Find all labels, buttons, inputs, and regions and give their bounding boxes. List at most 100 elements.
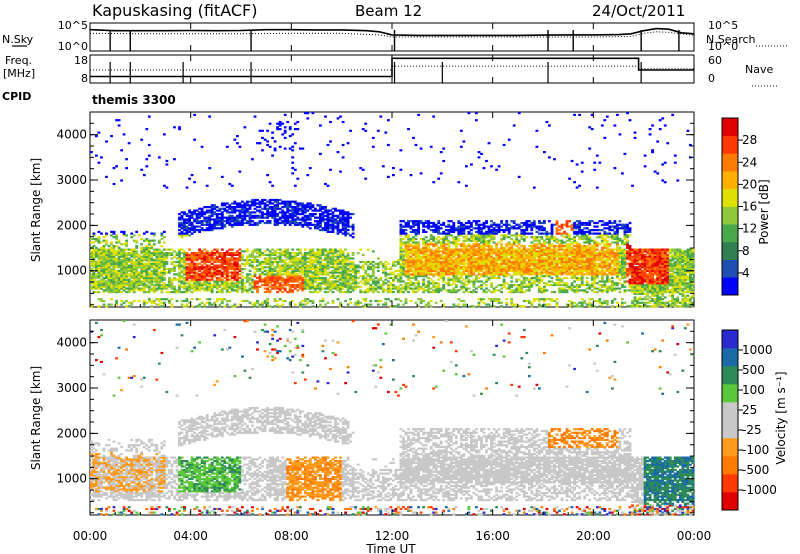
power-cell — [485, 287, 488, 290]
power-cell — [147, 273, 151, 276]
power-cell — [424, 266, 428, 269]
power-cell — [208, 220, 212, 223]
power-cell — [233, 211, 237, 214]
power-cell — [173, 268, 176, 271]
power-cell — [454, 237, 458, 241]
power-cell — [288, 202, 292, 205]
power-cell — [457, 269, 461, 272]
power-cell — [198, 268, 201, 271]
power-cell — [419, 269, 423, 272]
power-cell — [341, 253, 345, 256]
power-cell — [432, 115, 436, 118]
power-cell — [160, 284, 164, 287]
power-cell — [185, 289, 189, 292]
power-cell — [427, 260, 430, 264]
power-cell — [163, 268, 166, 271]
power-cell — [354, 284, 358, 287]
power-cell — [291, 149, 295, 152]
power-cell — [387, 262, 390, 265]
power-cell — [465, 257, 468, 260]
power-cell — [195, 275, 199, 278]
power-cell — [170, 282, 174, 285]
power-cell — [434, 268, 438, 271]
power-cell — [145, 280, 149, 283]
power-cell — [308, 262, 312, 265]
power-cell — [457, 255, 461, 258]
power-cell — [273, 260, 277, 264]
power-cell — [346, 287, 350, 290]
power-cell — [213, 221, 217, 225]
power-cell — [316, 227, 320, 230]
power-cell — [218, 255, 222, 258]
power-cell — [251, 260, 254, 264]
power-cell — [107, 245, 111, 248]
power-cell — [205, 298, 209, 301]
power-cell — [460, 299, 463, 303]
power-cell — [316, 225, 320, 228]
power-cell — [339, 289, 342, 292]
power-cell — [442, 262, 446, 265]
power-cell — [376, 264, 380, 267]
power-cell — [467, 239, 471, 242]
power-cell — [258, 276, 262, 280]
power-cell — [213, 285, 217, 288]
power-cell — [147, 280, 151, 283]
nsky-label: N.Sky — [2, 33, 34, 46]
power-cell — [278, 145, 282, 148]
power-cell — [261, 271, 264, 274]
power-cell — [263, 260, 267, 264]
power-cell — [467, 252, 471, 255]
power-cell — [314, 260, 317, 264]
power-cell — [163, 253, 166, 256]
power-cell — [520, 221, 524, 225]
power-cell — [198, 225, 201, 228]
power-cell — [163, 269, 166, 272]
power-cell — [193, 138, 196, 141]
power-cell — [150, 255, 154, 258]
power-cell — [329, 257, 332, 260]
power-cell — [117, 275, 121, 278]
power-cell — [427, 289, 430, 292]
power-cell — [155, 268, 159, 271]
power-cell — [444, 266, 448, 269]
power-cell — [432, 266, 436, 269]
power-cell — [168, 280, 171, 283]
power-cell — [188, 223, 191, 226]
power-cell — [477, 156, 481, 159]
power-cell — [178, 229, 181, 232]
power-cell — [374, 299, 378, 303]
power-cell — [193, 225, 196, 228]
power-cell — [261, 266, 264, 269]
power-cell — [100, 255, 103, 258]
power-cell — [442, 276, 446, 280]
power-cell — [273, 200, 277, 203]
power-cell — [132, 299, 136, 303]
power-cell — [127, 259, 131, 262]
power-cell — [460, 230, 463, 233]
power-cell — [258, 260, 262, 264]
power-cell — [477, 227, 481, 230]
power-cell — [120, 243, 123, 246]
power-cell — [480, 236, 483, 239]
power-cell — [140, 273, 144, 276]
power-cell — [97, 284, 101, 287]
power-cell — [253, 115, 257, 118]
power-cell — [200, 259, 204, 262]
power-cell — [444, 269, 448, 272]
power-cell — [407, 252, 410, 255]
power-cell — [200, 209, 204, 212]
power-cell — [449, 266, 453, 269]
power-cell — [407, 264, 410, 267]
power-cell — [288, 260, 292, 264]
power-cell — [135, 260, 139, 264]
power-cell — [236, 253, 239, 256]
power-cell — [266, 271, 269, 274]
power-cell — [236, 280, 239, 283]
power-cell — [288, 287, 292, 290]
power-cell — [225, 211, 229, 214]
power-cell — [298, 223, 302, 226]
power-cell — [195, 278, 199, 281]
power-cell — [439, 262, 443, 265]
power-cell — [404, 250, 408, 253]
power-cell — [120, 260, 123, 264]
